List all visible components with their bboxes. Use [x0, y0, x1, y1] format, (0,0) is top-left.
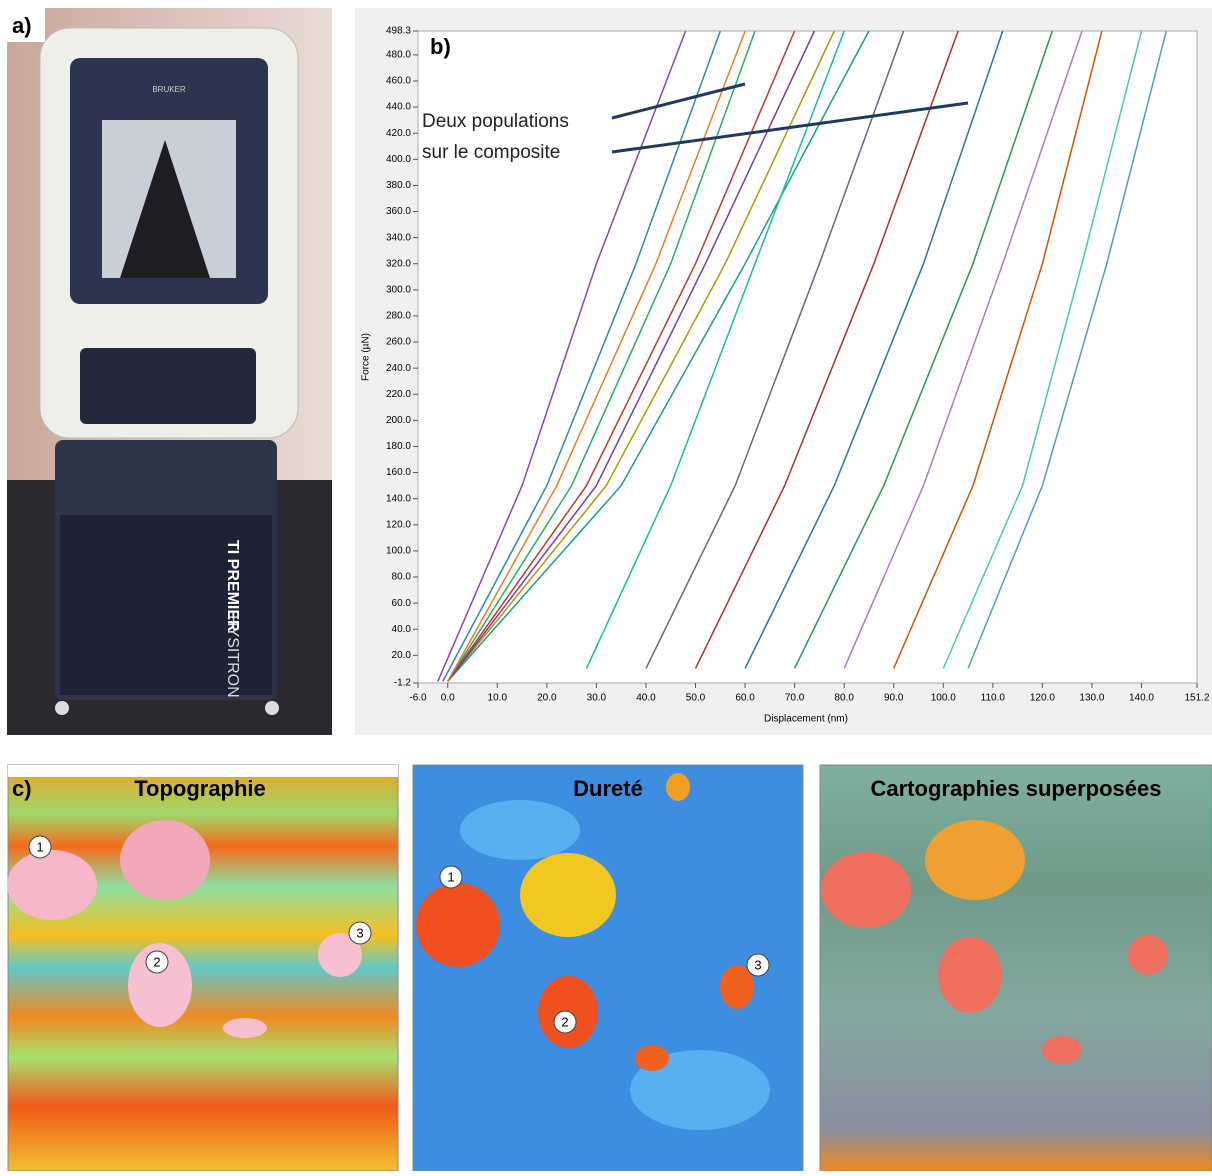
y-tick-label: 360.0: [386, 206, 411, 217]
marker-label: 3: [754, 957, 761, 972]
annotation-arrow: [611, 82, 746, 120]
x-tick-label: 20.0: [537, 693, 557, 704]
force-curve: [843, 30, 1083, 669]
y-tick-label: 440.0: [386, 102, 411, 113]
y-tick-label: 140.0: [386, 493, 411, 504]
map-topography: [7, 764, 399, 1172]
marker-circle: [439, 865, 463, 889]
force-curve: [447, 30, 816, 682]
y-tick-label: 240.0: [386, 363, 411, 374]
marker-label: 2: [561, 1014, 568, 1029]
x-tick-label: 130.0: [1079, 693, 1104, 704]
plot-area: [417, 30, 1198, 684]
y-axis-label: Force (µN): [361, 333, 372, 381]
x-tick-label: 140.0: [1129, 693, 1154, 704]
marker-circle: [348, 921, 372, 945]
y-tick-label: 320.0: [386, 258, 411, 269]
x-tick-label: 110.0: [981, 693, 1006, 704]
y-tick-label: 220.0: [386, 389, 411, 400]
force-curve: [447, 30, 746, 682]
x-tick-label: 151.2: [1184, 693, 1209, 704]
y-tick-label: 300.0: [386, 284, 411, 295]
y-tick-label: 120.0: [386, 519, 411, 530]
force-curve: [585, 30, 845, 669]
marker-label: 1: [447, 869, 454, 884]
marker-label: 2: [153, 954, 160, 969]
y-tick-label: 400.0: [386, 154, 411, 165]
y-tick-label: 420.0: [386, 128, 411, 139]
force-curve: [942, 30, 1143, 669]
x-tick-label: 120.0: [1030, 693, 1055, 704]
x-tick-label: 50.0: [686, 693, 706, 704]
force-curve: [893, 30, 1103, 669]
y-tick-label: 480.0: [386, 50, 411, 61]
x-tick-label: 30.0: [587, 693, 607, 704]
y-tick-label: 380.0: [386, 180, 411, 191]
x-tick-label: 0.0: [441, 693, 455, 704]
y-tick-label: 80.0: [392, 572, 412, 583]
force-curve: [645, 30, 905, 669]
map-hardness: [412, 764, 804, 1172]
marker-label: 3: [356, 925, 363, 940]
x-tick-label: 80.0: [834, 693, 854, 704]
x-tick-label: 60.0: [735, 693, 755, 704]
annotation-arrow: [611, 101, 969, 154]
y-tick-label: 460.0: [386, 76, 411, 87]
y-tick-label: 340.0: [386, 232, 411, 243]
y-tick-label: -1.2: [394, 678, 412, 689]
y-tick-label: 160.0: [386, 467, 411, 478]
x-tick-label: -6.0: [409, 693, 427, 704]
force-curve: [744, 30, 1004, 669]
x-tick-label: 10.0: [488, 693, 508, 704]
y-tick-label: 200.0: [386, 415, 411, 426]
force-curve: [447, 30, 870, 682]
y-tick-label: 280.0: [386, 311, 411, 322]
marker-circle: [145, 950, 169, 974]
marker-circle: [28, 835, 52, 859]
marker-circle: [746, 953, 770, 977]
x-tick-label: 70.0: [785, 693, 805, 704]
force-curve: [447, 30, 756, 682]
panel-label: c): [12, 776, 32, 801]
force-curve: [793, 30, 1054, 669]
x-tick-label: 90.0: [884, 693, 904, 704]
y-tick-label: 498.3: [386, 26, 411, 37]
y-tick-label: 100.0: [386, 546, 411, 557]
force-curve: [442, 30, 722, 682]
y-tick-label: 180.0: [386, 441, 411, 452]
x-tick-label: 40.0: [636, 693, 656, 704]
map-title: Cartographies superposées: [871, 776, 1162, 801]
x-axis-label: Displacement (nm): [764, 714, 848, 725]
photo: BRUKER HYSITRON TI PREMIER a): [7, 8, 332, 735]
force-curve: [694, 30, 959, 669]
x-tick-label: 100.0: [931, 693, 956, 704]
y-tick-label: 20.0: [392, 650, 412, 661]
map-title: Dureté: [573, 776, 643, 801]
force-curve: [967, 30, 1168, 669]
model-label: HYSITRON: [224, 615, 241, 698]
annotation: Deux populations: [422, 111, 569, 132]
annotation: sur le composite: [422, 142, 560, 163]
marker-circle: [553, 1010, 577, 1034]
marker-label: 1: [36, 839, 43, 854]
map-title: Topographie: [134, 776, 266, 801]
force-curve: [447, 30, 796, 682]
panel-label: a): [12, 13, 32, 38]
y-tick-label: 40.0: [392, 624, 412, 635]
force-curve: [447, 30, 835, 682]
panel-label: b): [430, 34, 451, 59]
map-overlay: [819, 764, 1212, 1172]
y-tick-label: 60.0: [392, 598, 412, 609]
model-label: TI PREMIER: [224, 540, 241, 632]
y-tick-label: 260.0: [386, 337, 411, 348]
brand-label: BRUKER: [152, 85, 186, 94]
